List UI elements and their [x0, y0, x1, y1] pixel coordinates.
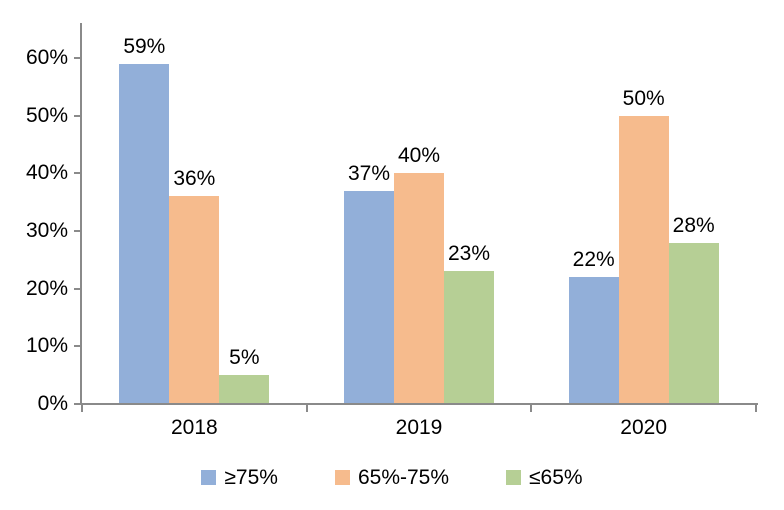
x-axis-line — [80, 403, 758, 405]
y-axis-tick — [74, 172, 82, 175]
y-axis-tick — [74, 114, 82, 117]
y-axis-tick — [74, 57, 82, 59]
y-axis-tick — [74, 287, 82, 290]
x-axis-tick — [81, 404, 83, 412]
x-axis-tick — [755, 404, 757, 412]
y-axis-tick-label: 20% — [25, 276, 68, 300]
bar-value-label: 36% — [173, 167, 216, 191]
x-axis-tick — [530, 404, 533, 412]
bar-2018-series1 — [169, 196, 220, 403]
y-axis-tick — [74, 230, 82, 232]
bar-2020-series1 — [618, 115, 669, 403]
bar-value-label: 28% — [672, 213, 715, 237]
legend-swatch-ge75-icon — [201, 470, 217, 485]
bar-value-label: 59% — [123, 34, 166, 58]
legend-label-65to75: 65%-75% — [357, 466, 450, 489]
y-axis-tick-label: 10% — [25, 334, 68, 358]
y-axis-line — [80, 23, 82, 405]
bar-2020-series0 — [568, 277, 619, 403]
legend-label-ge75: ≥75% — [224, 466, 278, 489]
legend-swatch-65to75-icon — [334, 470, 350, 485]
legend-item-65to75: 65%-75% — [334, 464, 450, 491]
legend: ≥75% 65%-75% ≤65% — [0, 464, 784, 491]
bar-2018-series2 — [219, 375, 270, 403]
bar-2019-series2 — [444, 271, 494, 403]
y-axis-tick-label: 30% — [25, 219, 68, 242]
x-axis-label-2019: 2019 — [395, 416, 443, 439]
bar-value-label: 50% — [622, 86, 665, 110]
bar-value-label: 5% — [229, 346, 260, 370]
legend-item-le65: ≤65% — [506, 464, 583, 491]
legend-label-le65: ≤65% — [529, 466, 583, 489]
y-axis-tick — [74, 403, 82, 405]
y-axis-tick-label: 0% — [37, 392, 68, 415]
bar-2019-series1 — [394, 173, 444, 403]
y-axis-tick-label: 50% — [25, 103, 68, 127]
bar-2019-series0 — [344, 190, 394, 403]
legend-swatch-le65-icon — [506, 470, 522, 485]
bar-value-label: 22% — [572, 248, 615, 272]
x-axis-tick — [305, 404, 308, 412]
bar-value-label: 23% — [447, 242, 491, 266]
bar-value-label: 37% — [347, 161, 391, 185]
y-axis-tick-label: 60% — [25, 46, 68, 69]
x-axis-label-2018: 2018 — [170, 416, 218, 439]
y-axis-tick — [74, 345, 82, 348]
bar-value-label: 40% — [397, 144, 441, 168]
x-axis-label-2020: 2020 — [620, 416, 668, 439]
legend-item-ge75: ≥75% — [201, 464, 278, 491]
y-axis-tick-label: 40% — [25, 161, 68, 185]
bar-2018-series0 — [119, 63, 170, 403]
bar-2020-series2 — [668, 242, 719, 403]
